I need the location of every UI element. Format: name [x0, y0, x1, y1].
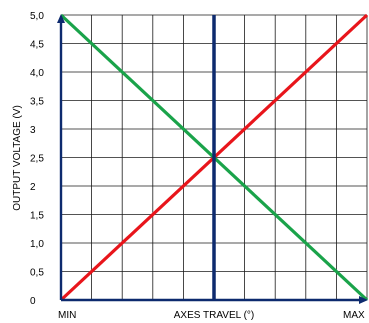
x-tick-max: MAX [343, 310, 365, 321]
axes [57, 14, 368, 304]
y-tick-label: 2,5 [30, 154, 44, 165]
x-axis-label: AXES TRAVEL (°) [174, 310, 255, 321]
x-tick-min: MIN [58, 310, 76, 321]
y-tick-label: 1,5 [30, 211, 44, 222]
y-tick-label: 4,0 [30, 68, 44, 79]
y-tick-label: 2 [30, 182, 36, 193]
y-tick-label: 5,0 [30, 11, 44, 22]
y-axis-arrow [57, 14, 65, 23]
y-tick-label: 3,5 [30, 97, 44, 108]
y-tick-label: 3 [30, 125, 36, 136]
y-tick-labels: 0 0,5 1,0 1,5 2 2,5 3 3,5 4,0 4,5 5,0 [30, 11, 44, 307]
x-tick-labels: MIN MAX [58, 310, 365, 321]
x-axis-arrow [359, 296, 368, 304]
y-tick-label: 0,5 [30, 268, 44, 279]
y-tick-label: 4,5 [30, 40, 44, 51]
y-tick-label: 1,0 [30, 239, 44, 250]
y-tick-label: 0 [30, 296, 36, 307]
y-axis-label: OUTPUT VOLTAGE (V) [12, 105, 23, 211]
